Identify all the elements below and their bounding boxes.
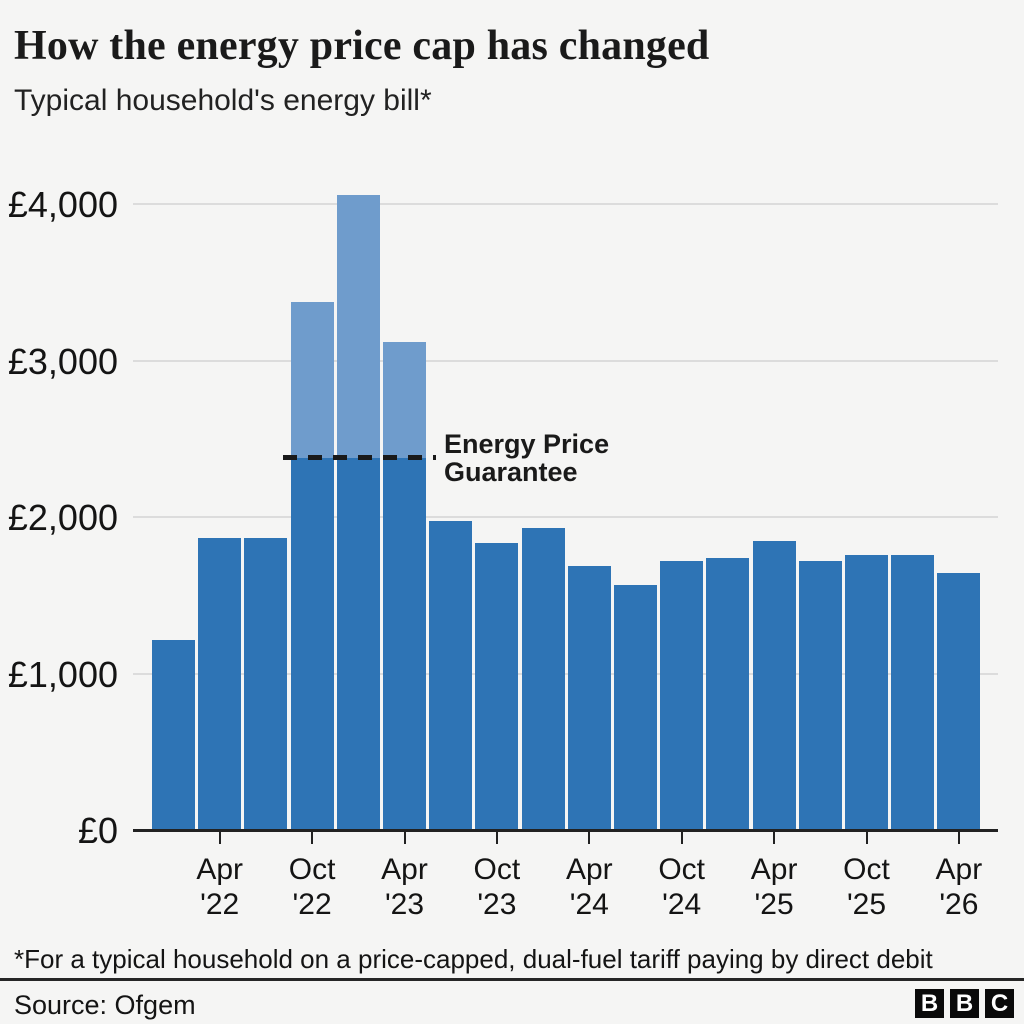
y-axis-tick-label: £0 xyxy=(77,810,118,851)
x-axis-tick-label: Apr '25 xyxy=(728,852,820,922)
bar-jan--24 xyxy=(521,528,565,830)
bar-apr--22 xyxy=(198,538,242,830)
page-subtitle: Typical household's energy bill* xyxy=(14,84,432,117)
y-gridline xyxy=(133,672,998,675)
energy-price-guarantee-annotation: Energy Price Guarantee xyxy=(444,430,609,486)
bar-jul--24 xyxy=(614,585,657,830)
x-axis-tick xyxy=(218,831,221,844)
x-label-month: Apr xyxy=(196,853,244,886)
x-label-month: Apr xyxy=(381,853,428,886)
y-axis-tick-label: £1,000 xyxy=(7,653,118,695)
bar-oct--23 xyxy=(475,543,519,830)
x-label-month: Oct xyxy=(288,853,336,886)
x-axis-tick xyxy=(495,831,498,844)
bar-jan--26 xyxy=(891,555,935,830)
bar-oct--22 xyxy=(290,458,334,830)
x-label-month: Apr xyxy=(935,853,983,886)
x-label-month: Apr xyxy=(750,853,798,886)
x-label-month: Oct xyxy=(843,853,890,886)
x-axis-tick-label: Oct '23 xyxy=(451,852,543,922)
x-axis-tick-label: Oct '22 xyxy=(266,852,358,922)
x-label-year: '22 xyxy=(200,888,240,921)
source-label: Source: Ofgem xyxy=(14,990,196,1020)
x-axis-tick-label: Apr '26 xyxy=(913,852,1005,922)
bar-jan--22 xyxy=(152,640,195,830)
page-title: How the energy price cap has changed xyxy=(14,23,710,69)
bbc-logo: B B C xyxy=(915,989,1014,1018)
x-label-year: '23 xyxy=(384,888,425,921)
y-axis-tick-label: £2,000 xyxy=(7,497,118,538)
footnote: *For a typical household on a price-capp… xyxy=(14,944,933,974)
bar-jan--25 xyxy=(706,558,750,830)
y-gridline xyxy=(133,359,998,362)
x-axis-tick xyxy=(865,831,868,844)
bar-jan--23 xyxy=(336,458,380,830)
x-axis-tick xyxy=(773,831,776,844)
bar-jul--22 xyxy=(244,538,288,830)
bbc-logo-block-b2: B xyxy=(950,989,979,1018)
annotation-line-2: Guarantee xyxy=(444,457,578,487)
bar-oct--24 xyxy=(660,561,704,830)
bar-jul--25 xyxy=(798,561,842,830)
x-axis-tick xyxy=(957,831,960,844)
x-axis-tick-label: Apr '23 xyxy=(359,852,451,922)
x-label-year: '25 xyxy=(754,888,794,921)
x-label-year: '22 xyxy=(292,888,332,921)
x-axis-tick-label: Oct '24 xyxy=(636,852,728,922)
x-label-month: Oct xyxy=(473,853,521,886)
x-label-year: '24 xyxy=(569,888,609,921)
x-axis-tick xyxy=(311,831,314,844)
bbc-logo-block-b1: B xyxy=(915,989,944,1018)
x-label-year: '26 xyxy=(939,888,979,921)
bar-jul--23 xyxy=(429,521,473,830)
y-axis-tick-label: £3,000 xyxy=(7,340,118,382)
x-label-year: '23 xyxy=(477,888,517,921)
bar-apr--23 xyxy=(383,458,426,830)
x-axis-tick xyxy=(403,831,406,844)
y-gridline xyxy=(133,516,998,518)
x-axis-line xyxy=(133,829,998,832)
bar-apr--26 xyxy=(937,573,981,830)
x-label-month: Oct xyxy=(658,853,706,886)
y-axis-tick-label: £4,000 xyxy=(7,184,118,225)
bar-oct--25 xyxy=(845,555,888,830)
annotation-line-1: Energy Price xyxy=(444,429,610,459)
bar-apr--24 xyxy=(567,566,611,830)
energy-price-guarantee-dashed-line xyxy=(282,454,436,460)
x-axis-tick xyxy=(588,831,591,844)
x-label-month: Apr xyxy=(565,853,613,886)
x-axis-tick-label: Apr '22 xyxy=(174,852,266,922)
x-axis-tick xyxy=(680,831,683,844)
x-label-year: '25 xyxy=(846,888,887,921)
y-gridline xyxy=(133,203,998,205)
footer-divider xyxy=(0,978,1024,981)
x-label-year: '24 xyxy=(662,888,702,921)
bbc-logo-block-c: C xyxy=(985,989,1014,1018)
x-axis-tick-label: Apr '24 xyxy=(543,852,635,922)
x-axis-tick-label: Oct '25 xyxy=(821,852,913,922)
bar-apr--25 xyxy=(752,541,796,830)
